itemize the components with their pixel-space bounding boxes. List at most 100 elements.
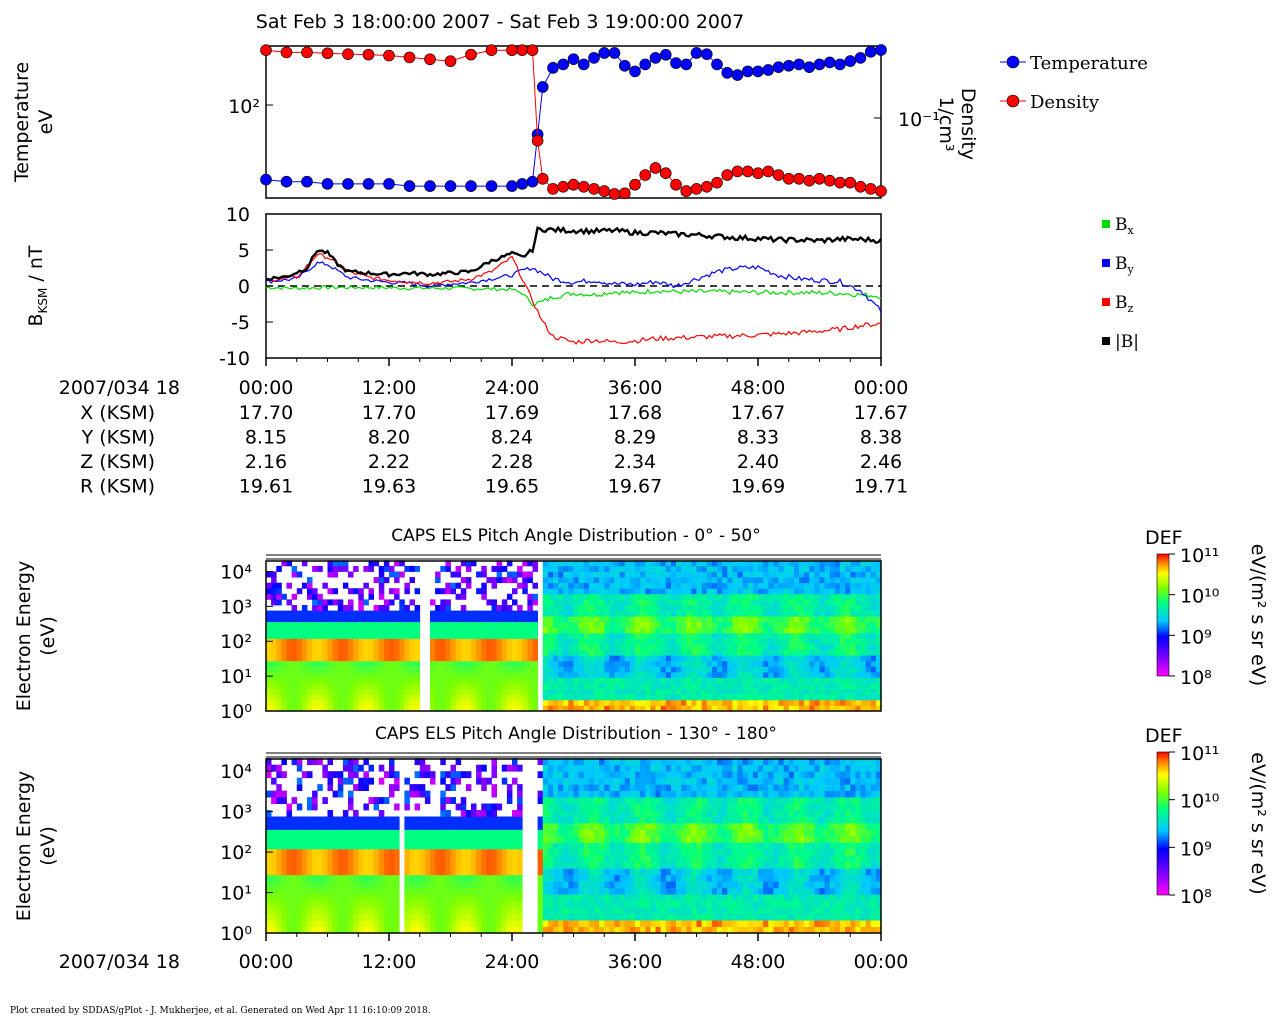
spectrogram-cell xyxy=(491,627,497,634)
spectrogram-cell xyxy=(322,881,328,889)
ephemeris-value: 17.70 xyxy=(362,402,416,424)
spectrogram-cell xyxy=(491,638,497,645)
spectrogram-cell xyxy=(701,688,708,695)
spectrogram-cell xyxy=(358,699,364,706)
spectrogram-cell xyxy=(342,920,349,927)
spectrogram-cell xyxy=(491,705,497,712)
spectrogram-cell xyxy=(773,671,779,678)
temperature-tick-label: 10² xyxy=(228,96,260,118)
spectrogram-cell xyxy=(578,868,585,876)
spectrogram-cell xyxy=(383,823,390,830)
spectrogram-cell xyxy=(588,842,595,850)
spectrogram-cell xyxy=(809,610,815,617)
spectrogram-cell xyxy=(317,638,323,645)
bfield-y-tick-label: 5 xyxy=(238,240,250,262)
spectrogram-cell xyxy=(358,764,364,772)
spectrogram-cell xyxy=(512,823,518,830)
spectrogram-cell xyxy=(409,655,415,662)
spectrogram-cell xyxy=(604,887,610,895)
spectrogram-cell xyxy=(286,842,292,850)
spectrogram-cell xyxy=(650,632,656,639)
spectrogram-cell xyxy=(686,588,692,595)
spectrogram-cell xyxy=(435,835,441,843)
spectrogram-cell xyxy=(563,784,569,791)
spectrogram-cell xyxy=(763,666,769,673)
spectrogram-cell xyxy=(496,855,503,863)
spectrogram-cell xyxy=(506,829,513,837)
spectrogram-cell xyxy=(635,694,641,701)
point-temperature xyxy=(260,173,272,186)
spectrogram-cell xyxy=(271,797,277,804)
spectrogram-cell xyxy=(322,887,328,895)
spectrogram-cell xyxy=(788,605,795,611)
spectrogram-cell xyxy=(604,926,610,934)
spectrogram-cell xyxy=(758,660,764,667)
spectrogram-cell xyxy=(465,816,472,824)
spectrogram-cell xyxy=(624,810,631,817)
spectrogram-cell xyxy=(547,861,554,869)
spectrogram-cell xyxy=(804,638,810,645)
spectrogram-cell xyxy=(629,599,636,606)
spectrogram-cell xyxy=(834,683,841,690)
spectrogram-cell xyxy=(517,632,523,639)
bfield-y-tick-label: -10 xyxy=(219,348,250,370)
spectrogram-cell xyxy=(614,823,620,830)
spectrogram-cell xyxy=(383,797,390,804)
spectrogram-cell xyxy=(558,874,564,882)
spectrogram-cell xyxy=(322,660,328,667)
spectrogram-cell xyxy=(486,627,492,634)
spectrogram-cell xyxy=(686,649,692,656)
spectrogram-cell xyxy=(368,868,374,876)
spectrogram-cell xyxy=(834,671,841,678)
spectrogram-cell xyxy=(594,649,600,656)
spectrogram-cell xyxy=(629,638,636,645)
spectrogram-cell xyxy=(506,577,513,584)
spectrogram-cell xyxy=(676,599,682,606)
spectrogram-cell xyxy=(307,913,313,921)
spectrogram-cell xyxy=(583,560,590,567)
spectrogram-cell xyxy=(414,644,421,650)
spectrogram-cell xyxy=(809,627,815,634)
spectrogram-cell xyxy=(414,699,421,706)
spectrogram-cell xyxy=(824,683,831,690)
spectrogram-cell xyxy=(619,797,626,804)
spectrogram-cell xyxy=(599,835,605,843)
spectrogram-cell xyxy=(599,577,605,584)
spectrogram-cell xyxy=(383,560,390,567)
spectrogram-cell xyxy=(583,823,590,830)
spectrogram-cell xyxy=(609,694,615,701)
spectrogram-cell xyxy=(455,677,462,684)
spectrogram-cell xyxy=(542,803,549,811)
spectrogram-cell xyxy=(850,621,856,628)
spectrogram-cell xyxy=(353,565,359,572)
spectrogram-cell xyxy=(563,599,569,606)
spectrogram-cell xyxy=(747,582,754,589)
spectrogram-cell xyxy=(491,565,497,572)
spectrogram-cell xyxy=(547,571,554,578)
spectrogram-cell xyxy=(368,694,374,701)
spectrogram-cell xyxy=(266,829,272,837)
spectrogram-cell xyxy=(404,638,410,645)
spectrogram-cell xyxy=(706,683,713,690)
spectrogram-cell xyxy=(527,688,533,695)
spectrogram-cell xyxy=(496,835,503,843)
spectrogram-cell xyxy=(317,894,323,902)
spectrogram-cell xyxy=(286,688,292,695)
spectrogram-cell xyxy=(660,627,667,634)
spectrogram-cell xyxy=(317,887,323,895)
spectrogram-cell xyxy=(737,688,743,695)
spectrogram-cell xyxy=(686,632,692,639)
spectrogram-cell xyxy=(645,887,651,895)
spectrogram-cell xyxy=(389,632,395,639)
spectrogram-cell xyxy=(445,621,451,628)
spectrogram-cell xyxy=(870,605,877,611)
spectrogram-cell xyxy=(522,705,528,712)
spectrogram-cell xyxy=(701,621,708,628)
spectrogram-cell xyxy=(568,638,574,645)
spectrogram-cell xyxy=(640,638,646,645)
spectrogram-cell xyxy=(481,894,487,902)
spectrogram-cell xyxy=(460,671,467,678)
spectrogram-cell xyxy=(629,887,636,895)
spectrogram-cell xyxy=(840,688,846,695)
spectrogram-cell xyxy=(547,699,554,706)
